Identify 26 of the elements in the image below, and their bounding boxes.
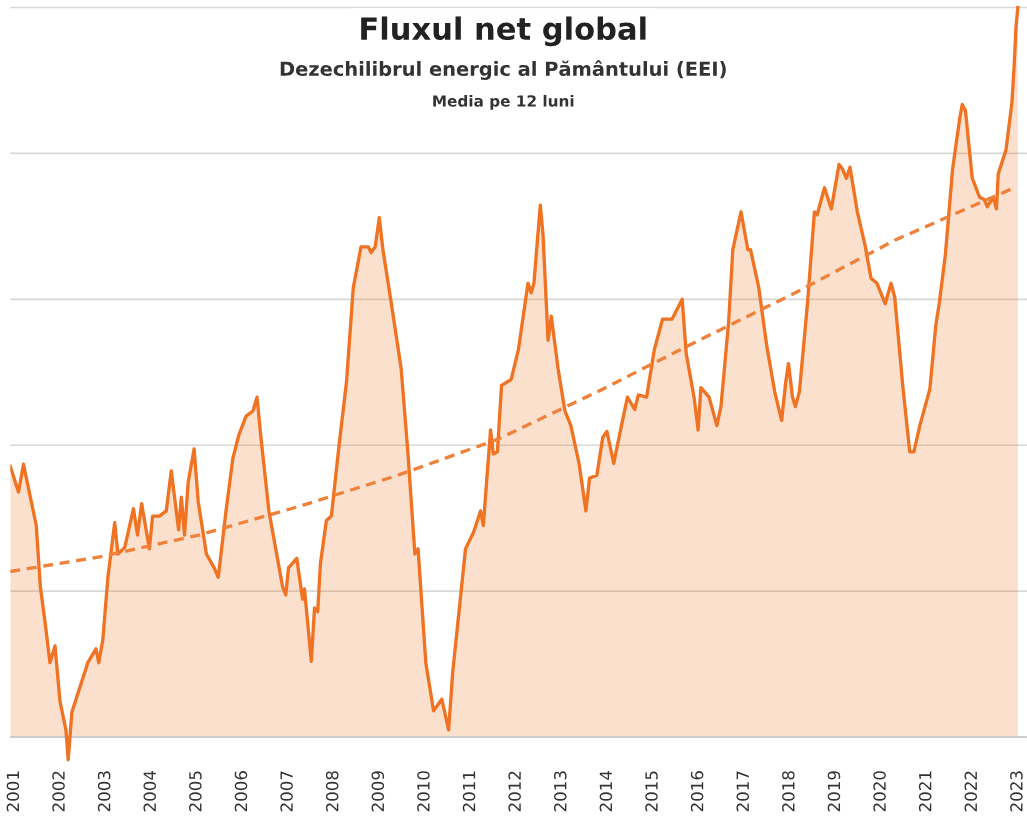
x-tick-label: 2010	[417, 771, 430, 812]
x-tick-label: 2018	[782, 771, 795, 812]
x-tick-label: 2013	[553, 771, 567, 812]
x-tick-label: 2021	[918, 771, 932, 812]
x-tick-label: 2004	[143, 770, 157, 812]
x-tick-label: 2011	[462, 771, 476, 812]
x-tick-label: 2022	[964, 771, 978, 812]
x-tick-label: 2015	[645, 771, 658, 812]
annotation: Media pe 12 luni	[433, 94, 574, 110]
x-tick-label: 2003	[97, 771, 111, 812]
x-tick-label: 2017	[736, 771, 750, 812]
x-tick-label: 2020	[873, 771, 886, 812]
x-tick-label: 2006	[234, 771, 248, 812]
x-tick-label: 2016	[690, 771, 704, 812]
chart-title: Fluxul net global	[361, 16, 646, 47]
text: Dezechilibrul energic al Pământului (EEI)	[280, 60, 726, 80]
x-tick-label: 2008	[325, 771, 339, 812]
x-tick-label: 2012	[508, 771, 521, 812]
x-tick-label: 2023	[1010, 771, 1023, 812]
x-tick-label: 2019	[827, 771, 841, 812]
x-tick-label: 2007	[280, 771, 293, 812]
x-tick-label: 2001	[6, 771, 20, 812]
x-tick-label: 2009	[371, 771, 385, 812]
x-tick-label: 2005	[189, 771, 202, 812]
x-tick-label: 2014	[599, 770, 613, 812]
x-tick-label: 2002	[52, 771, 65, 812]
